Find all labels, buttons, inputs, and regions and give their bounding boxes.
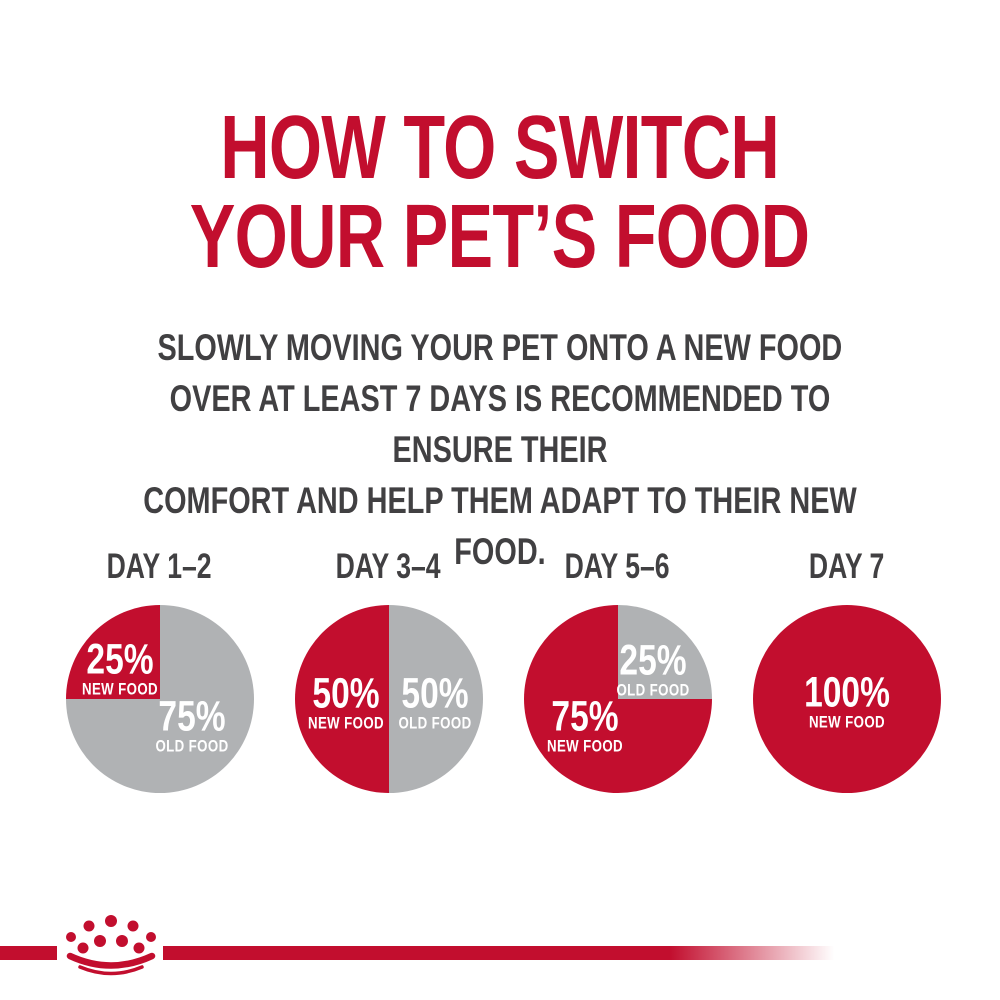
slice-percent: 25% [86,635,154,684]
slice-name: OLD FOOD [155,736,229,756]
day-3-4-label: DAY 3–4 [335,547,441,586]
footer-rule-right [163,946,848,960]
slice-percent: 100% [803,668,890,717]
slice-label-old-food-75: 75% OLD FOOD [155,692,229,756]
subtitle-line-2: OVER AT LEAST 7 DAYS IS RECOMMENDED TO E… [169,378,831,470]
pie-chart-day-3-4: 50% NEW FOOD 50% OLD FOOD [294,605,483,793]
pie-chart-day-1-2: 25% NEW FOOD 75% OLD FOOD [65,605,254,793]
slice-label-new-food-75: 75% NEW FOOD [546,692,623,756]
page-title: HOW TO SWITCH YOUR PET’S FOOD [0,98,1000,287]
slice-name: NEW FOOD [808,712,885,732]
day-1-2-label: DAY 1–2 [106,547,212,586]
slice-name: NEW FOOD [308,713,385,733]
day-5-6-column: DAY 5–6 25% OLD FOOD 75% NEW FOOD [503,548,732,793]
day-1-2-column: DAY 1–2 25% NEW FOOD 75% OLD FOOD [45,548,274,793]
slice-label-new-food-50: 50% NEW FOOD [308,669,385,733]
day-7-column: DAY 7 100% NEW FOOD [732,548,961,793]
slice-percent: 75% [158,692,226,741]
subtitle-line-1: SLOWLY MOVING YOUR PET ONTO A NEW FOOD [157,327,843,368]
slice-name: NEW FOOD [546,736,623,756]
slice-label-old-food-50: 50% OLD FOOD [397,669,472,733]
slice-name: OLD FOOD [397,713,472,733]
subtitle-line-3: COMFORT AND HELP THEM ADAPT TO THEIR NEW… [143,480,857,572]
pie-chart-day-7: 100% NEW FOOD [752,605,941,793]
slice-name: NEW FOOD [81,679,159,699]
slice-percent: 50% [400,669,469,718]
slice-percent: 25% [619,636,687,685]
slice-label-old-food-25: 25% OLD FOOD [616,636,690,700]
page-title-line-1: HOW TO SWITCH [220,98,781,198]
day-3-4-column: DAY 3–4 50% NEW FOOD 50% OLD FOOD [274,548,503,793]
day-7-label: DAY 7 [808,547,885,586]
subtitle: SLOWLY MOVING YOUR PET ONTO A NEW FOOD O… [0,322,1000,577]
slice-label-new-food-25: 25% NEW FOOD [81,635,159,699]
transition-schedule-charts: DAY 1–2 25% NEW FOOD 75% OLD FOOD DAY 3–… [45,548,961,793]
slice-label-new-food-100: 100% NEW FOOD [803,668,890,732]
pie-chart-day-5-6: 25% OLD FOOD 75% NEW FOOD [523,605,712,793]
slice-percent: 75% [551,692,619,741]
day-5-6-label: DAY 5–6 [564,547,670,586]
page-title-line-2: YOUR PET’S FOOD [190,187,810,287]
footer-rule-left [0,946,57,960]
slice-name: OLD FOOD [616,680,690,700]
slice-percent: 50% [312,669,380,718]
royal-canin-crown-logo [66,915,156,976]
